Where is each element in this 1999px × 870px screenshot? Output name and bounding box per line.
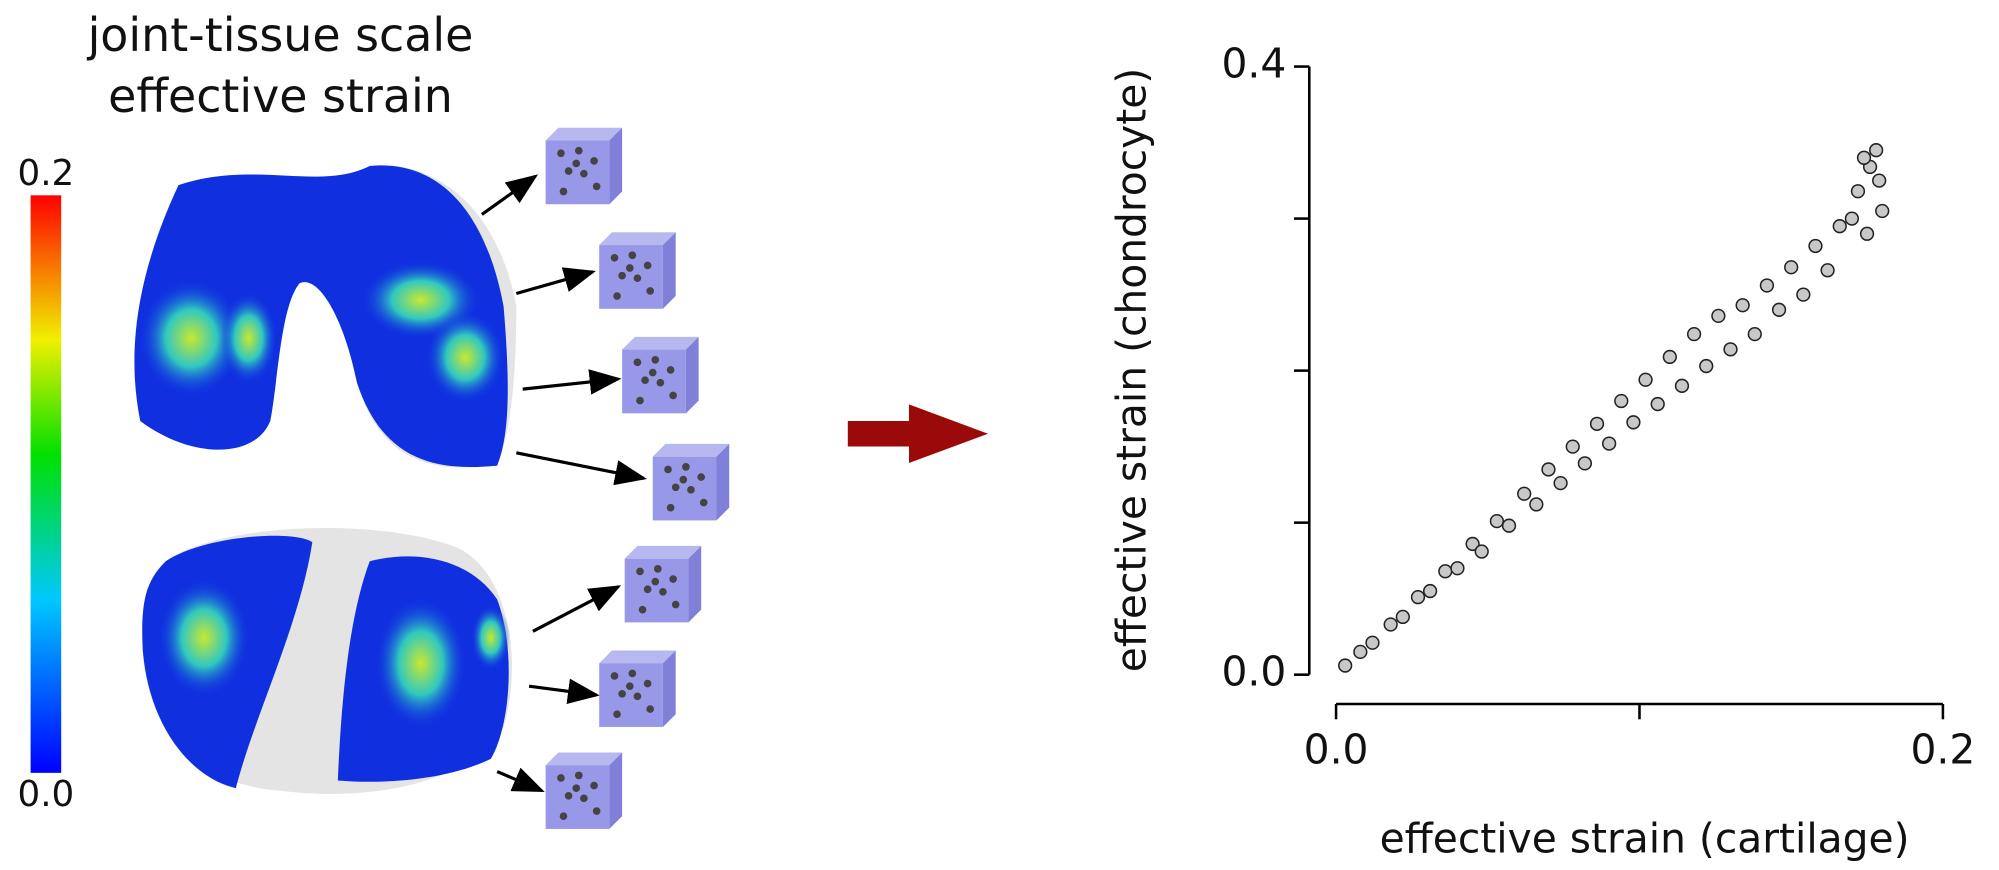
point [1396, 611, 1409, 624]
point [1651, 398, 1664, 411]
point [1412, 591, 1425, 604]
point [1724, 343, 1737, 356]
y-axis-label: effective strain (chondrocyte) [1108, 68, 1156, 673]
point [1475, 545, 1488, 558]
point [1366, 636, 1379, 649]
colorbar [31, 195, 62, 773]
y-tick-label: 0.0 [1221, 648, 1286, 696]
point [1700, 360, 1713, 373]
point [1785, 261, 1798, 274]
point [1809, 240, 1822, 253]
point [1797, 288, 1810, 301]
point [1603, 437, 1616, 450]
point [1439, 565, 1452, 578]
point [1566, 440, 1579, 453]
y-tick-label: 0.4 [1221, 40, 1286, 88]
point [1639, 373, 1652, 386]
point [1858, 151, 1871, 164]
point [1676, 379, 1689, 392]
transition-arrow [848, 404, 988, 463]
point [1627, 416, 1640, 429]
x-axis-label: effective strain (cartilage) [1380, 815, 1910, 863]
point [1354, 645, 1367, 658]
point [1578, 457, 1591, 470]
point [1591, 417, 1604, 430]
point [1688, 328, 1701, 341]
point [1821, 264, 1834, 277]
point [1748, 328, 1761, 341]
point [1870, 144, 1883, 157]
illustration-title: effective strain [108, 69, 453, 123]
point [1424, 585, 1437, 598]
point [1491, 515, 1504, 528]
illustration-title: joint-tissue scale [87, 8, 474, 62]
point [1530, 498, 1543, 511]
point [1873, 174, 1886, 187]
point [1833, 220, 1846, 233]
figure: joint-tissue scale effective strain 0.2 … [0, 0, 1999, 870]
point [1503, 519, 1516, 532]
point [1451, 562, 1464, 575]
femur [134, 165, 516, 467]
point [1846, 212, 1859, 225]
point [1615, 395, 1628, 408]
tibia [142, 528, 512, 794]
point [1554, 477, 1567, 490]
point [1761, 279, 1774, 292]
point [1876, 205, 1889, 218]
point [1861, 227, 1874, 240]
point [1518, 487, 1531, 500]
point [1852, 185, 1865, 198]
point [1663, 351, 1676, 364]
point [1339, 659, 1352, 672]
point [1736, 299, 1749, 312]
colorbar-label: 0.2 [18, 153, 75, 194]
point [1712, 310, 1725, 323]
x-tick-label: 0.0 [1304, 725, 1369, 773]
x-tick-label: 0.2 [1910, 725, 1975, 773]
colorbar-label: 0.0 [18, 774, 75, 815]
point [1773, 303, 1786, 316]
point [1384, 618, 1397, 631]
point [1542, 463, 1555, 476]
